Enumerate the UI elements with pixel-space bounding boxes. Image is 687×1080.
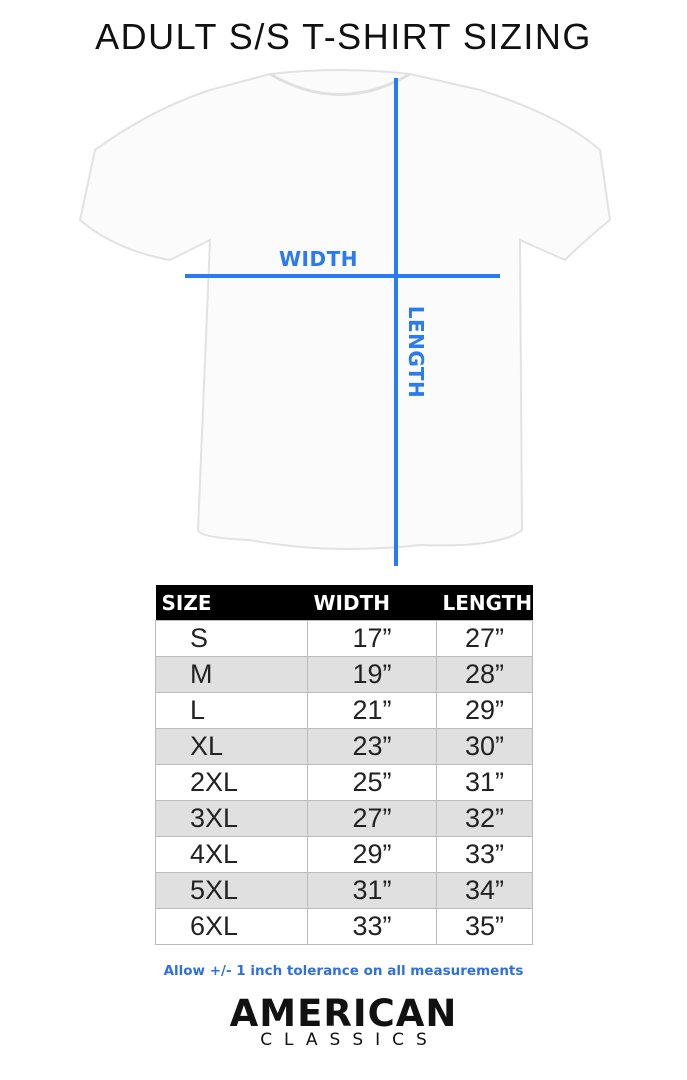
table-row: 6XL 33” 35” <box>155 908 533 945</box>
length-cell: 29” <box>436 692 533 729</box>
length-cell: 33” <box>436 836 533 873</box>
page-title: ADULT S/S T-SHIRT SIZING <box>95 16 592 57</box>
header-width: WIDTH <box>307 585 437 621</box>
width-cell: 31” <box>307 872 437 909</box>
tshirt-diagram <box>78 69 612 566</box>
width-cell: 27” <box>307 800 437 837</box>
table-row: M 19” 28” <box>155 656 533 693</box>
width-cell: 19” <box>307 656 437 693</box>
table-row: L 21” 29” <box>155 692 533 729</box>
size-cell: 2XL <box>155 764 308 801</box>
table-row: 3XL 27” 32” <box>155 800 533 837</box>
width-cell: 23” <box>307 728 437 765</box>
tshirt-collar <box>269 72 411 96</box>
tolerance-note: Allow +/- 1 inch tolerance on all measur… <box>163 963 524 979</box>
size-cell: L <box>155 692 308 729</box>
table-row: 4XL 29” 33” <box>155 836 533 873</box>
size-cell: S <box>155 620 308 657</box>
table-row: XL 23” 30” <box>155 728 533 765</box>
table-row: 2XL 25” 31” <box>155 764 533 801</box>
width-cell: 29” <box>307 836 437 873</box>
size-cell: 5XL <box>155 872 308 909</box>
width-label: WIDTH <box>279 247 358 271</box>
size-cell: 6XL <box>155 908 308 945</box>
length-label: LENGTH <box>404 305 428 399</box>
logo-american: AMERICAN <box>229 992 458 1035</box>
tshirt-shape <box>78 69 612 550</box>
table-row: S 17” 27” <box>155 620 533 657</box>
length-cell: 28” <box>436 656 533 693</box>
size-cell: XL <box>155 728 308 765</box>
length-cell: 27” <box>436 620 533 657</box>
logo-classics: CLASSICS <box>260 1030 439 1050</box>
header-length: LENGTH <box>436 585 533 621</box>
length-cell: 34” <box>436 872 533 909</box>
length-cell: 32” <box>436 800 533 837</box>
width-cell: 17” <box>307 620 437 657</box>
width-cell: 21” <box>307 692 437 729</box>
header-size: SIZE <box>155 585 308 621</box>
length-cell: 35” <box>436 908 533 945</box>
size-cell: 4XL <box>155 836 308 873</box>
size-cell: M <box>155 656 308 693</box>
size-cell: 3XL <box>155 800 308 837</box>
length-cell: 30” <box>436 728 533 765</box>
length-cell: 31” <box>436 764 533 801</box>
table-row: 5XL 31” 34” <box>155 872 533 909</box>
width-cell: 25” <box>307 764 437 801</box>
width-cell: 33” <box>307 908 437 945</box>
size-table: SIZE WIDTH LENGTH S 17” 27” M 19” 28” L 21” 29” X… <box>155 585 533 945</box>
